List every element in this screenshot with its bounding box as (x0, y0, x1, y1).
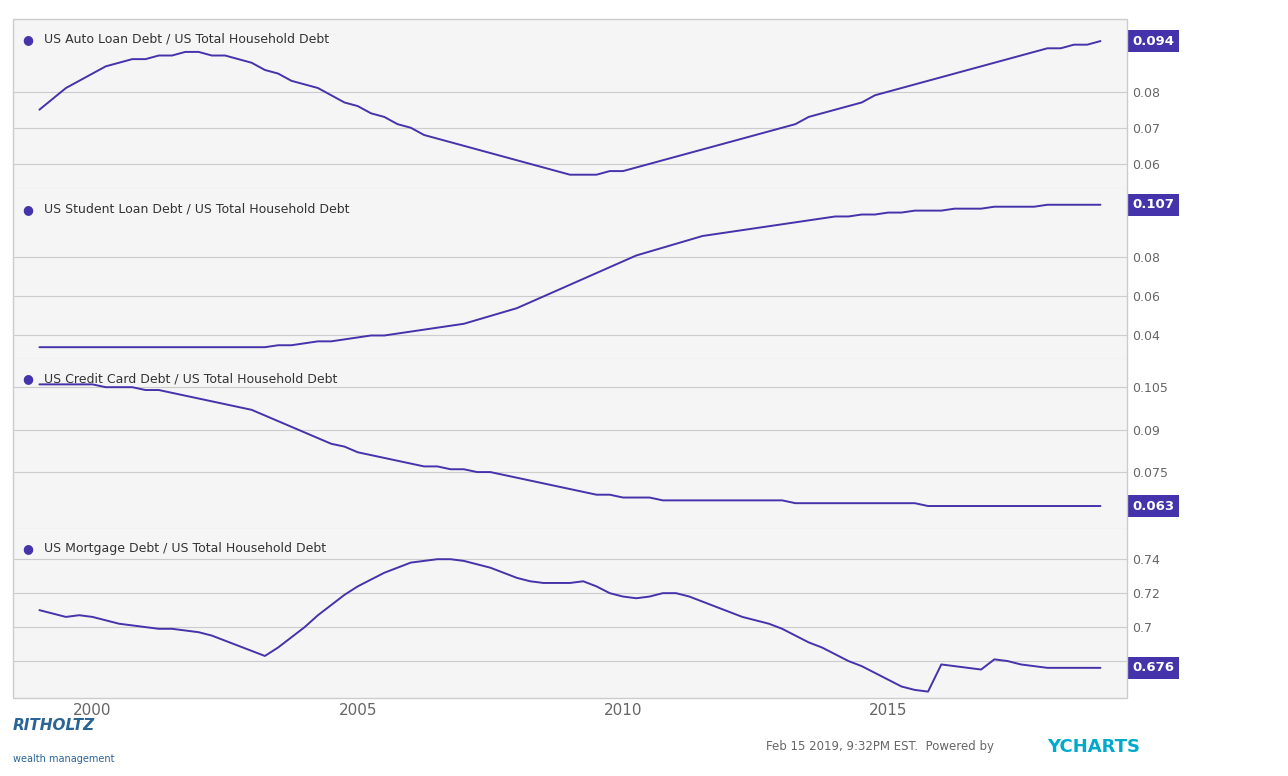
Text: Feb 15 2019, 9:32PM EST.  Powered by: Feb 15 2019, 9:32PM EST. Powered by (766, 740, 998, 753)
Text: 0.094: 0.094 (1132, 35, 1175, 47)
Text: ●: ● (22, 372, 32, 386)
Text: ●: ● (22, 33, 32, 46)
Text: RITHOLTZ: RITHOLTZ (13, 719, 95, 733)
Text: US Student Loan Debt / US Total Household Debt: US Student Loan Debt / US Total Househol… (44, 203, 349, 216)
Text: 0.676: 0.676 (1132, 661, 1175, 674)
Text: ●: ● (22, 542, 32, 556)
Text: YCHARTS: YCHARTS (1047, 737, 1140, 756)
Text: ●: ● (22, 203, 32, 216)
Text: US Mortgage Debt / US Total Household Debt: US Mortgage Debt / US Total Household De… (44, 542, 326, 556)
Text: 0.063: 0.063 (1132, 500, 1175, 512)
Text: US Credit Card Debt / US Total Household Debt: US Credit Card Debt / US Total Household… (44, 372, 337, 386)
Text: wealth management: wealth management (13, 754, 115, 764)
Text: 0.107: 0.107 (1132, 198, 1175, 211)
Text: US Auto Loan Debt / US Total Household Debt: US Auto Loan Debt / US Total Household D… (44, 33, 330, 46)
